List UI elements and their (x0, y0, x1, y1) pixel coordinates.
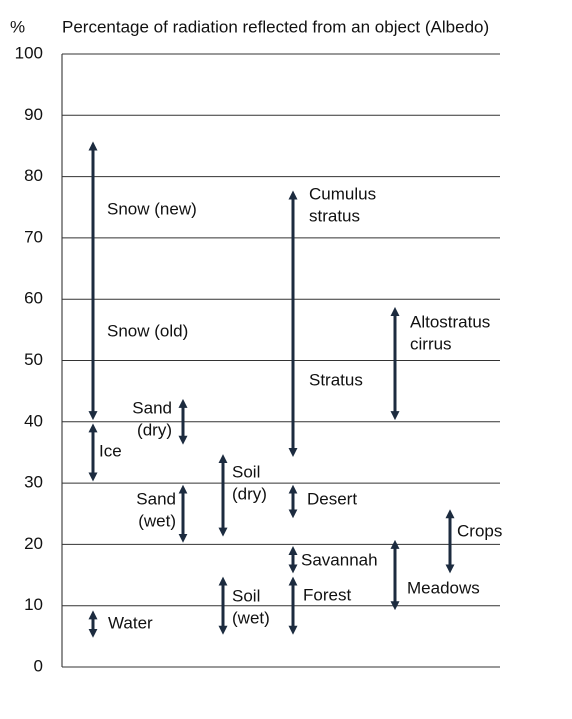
chart-title: Percentage of radiation reflected from a… (62, 17, 489, 36)
y-tick-label: 80 (24, 166, 43, 185)
range-label: Savannah (301, 550, 378, 569)
y-tick-label: 50 (24, 350, 43, 369)
y-tick-label: 40 (24, 411, 43, 430)
range-label: Water (108, 613, 153, 632)
y-tick-label: 100 (15, 43, 43, 62)
range-label: Desert (307, 489, 357, 508)
range-label: Meadows (407, 578, 480, 597)
y-axis-label: % (10, 17, 25, 36)
range-label: Crops (457, 521, 502, 540)
range-label: Soil (232, 586, 260, 605)
y-tick-label: 90 (24, 105, 43, 124)
range-label: Snow (new) (107, 199, 197, 218)
range-label: Soil (232, 462, 260, 481)
range-label: Stratus (309, 370, 363, 389)
range-label: Altostratus (410, 312, 490, 331)
range-label: (wet) (232, 608, 270, 627)
range-label: cirrus (410, 334, 452, 353)
range-label: Forest (303, 585, 351, 604)
range-label: (dry) (137, 420, 172, 439)
range-label: (wet) (138, 511, 176, 530)
y-tick-label: 30 (24, 473, 43, 492)
range-label: Sand (136, 489, 176, 508)
y-tick-label: 60 (24, 289, 43, 308)
range-label: Cumulus (309, 184, 376, 203)
range-label: Snow (old) (107, 321, 188, 340)
range-label: stratus (309, 206, 360, 225)
range-label: (dry) (232, 484, 267, 503)
y-tick-label: 20 (24, 534, 43, 553)
y-tick-label: 0 (34, 656, 43, 675)
y-tick-label: 10 (24, 595, 43, 614)
range-label: Ice (99, 441, 122, 460)
y-tick-label: 70 (24, 227, 43, 246)
range-label: Sand (132, 398, 172, 417)
